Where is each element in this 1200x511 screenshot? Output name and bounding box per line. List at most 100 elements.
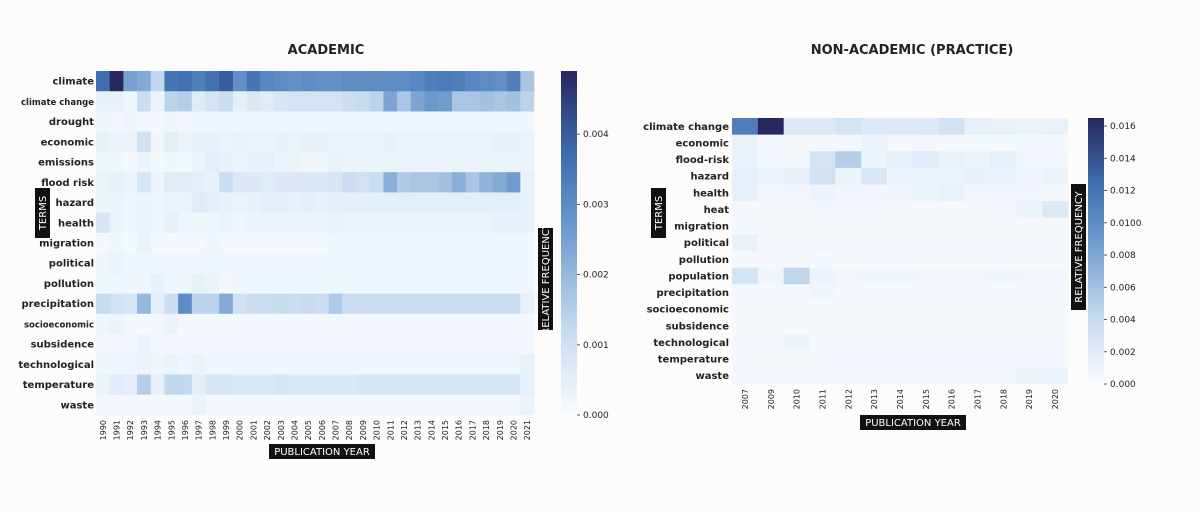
heatmap-cell	[356, 354, 371, 375]
heatmap-cell	[438, 273, 453, 294]
heatmap-cell	[861, 234, 888, 252]
heatmap-cell	[964, 300, 991, 318]
practice-heatmap: climate change economic flood-risk hazard he…	[643, 118, 1069, 409]
heatmap-cell	[424, 253, 439, 274]
heatmap-cell	[96, 111, 110, 133]
heatmap-cell	[205, 71, 220, 92]
heatmap-cell	[260, 151, 275, 173]
heatmap-cell	[1016, 134, 1043, 152]
heatmap-cell	[383, 232, 398, 254]
heatmap-cell	[1042, 317, 1069, 335]
heatmap-cell	[520, 91, 535, 112]
heatmap-cell	[757, 317, 784, 335]
heatmap-cell	[438, 172, 453, 193]
heatmap-cell	[137, 394, 152, 416]
heatmap-cell	[783, 251, 810, 268]
heatmap-cell	[369, 192, 384, 213]
heatmap-cell	[465, 313, 480, 335]
heatmap-cell	[383, 293, 398, 315]
heatmap-cell	[123, 293, 138, 315]
heatmap-cell	[438, 313, 453, 335]
academic-colorbar-label: RELATIVE FREQUENCY	[541, 222, 552, 334]
colorbar-tick-label: 0.000	[583, 411, 609, 421]
heatmap-cell	[887, 184, 914, 202]
heatmap-cell	[1042, 267, 1069, 285]
heatmap-cell	[1016, 251, 1043, 268]
academic-ylabel: TERMS	[38, 196, 49, 231]
heatmap-cell	[424, 131, 439, 153]
heatmap-cell	[342, 313, 357, 335]
heatmap-cell	[356, 172, 371, 193]
heatmap-cell	[938, 317, 965, 335]
heatmap-cell	[990, 184, 1017, 202]
heatmap-cell	[835, 334, 862, 352]
heatmap-cell	[1042, 284, 1069, 302]
heatmap-cell	[520, 71, 535, 92]
heatmap-cell	[191, 313, 206, 335]
heatmap-cell	[178, 334, 193, 355]
heatmap-cell	[273, 334, 288, 355]
heatmap-cell	[342, 111, 357, 133]
x-tick-label: 2012	[844, 389, 853, 409]
heatmap-cell	[479, 111, 494, 133]
x-tick-label: 2003	[277, 420, 286, 440]
heatmap-cell	[369, 131, 384, 153]
heatmap-cell	[150, 172, 165, 193]
heatmap-cell	[246, 151, 261, 173]
heatmap-cell	[356, 151, 371, 173]
heatmap-cell	[465, 334, 480, 355]
heatmap-cell	[287, 71, 302, 92]
heatmap-cell	[732, 167, 759, 185]
heatmap-cell	[861, 284, 888, 302]
heatmap-cell	[287, 394, 302, 416]
heatmap-cell	[861, 334, 888, 352]
heatmap-cell	[150, 394, 165, 416]
heatmap-cell	[887, 284, 914, 302]
y-tick-label: emissions	[38, 158, 94, 169]
heatmap-cell	[410, 172, 425, 193]
heatmap-cell	[492, 313, 507, 335]
heatmap-cell	[506, 172, 521, 193]
heatmap-cell	[356, 293, 371, 315]
heatmap-cell	[964, 350, 991, 368]
academic-colorbar-ticks: 0.000 0.001 0.002 0.003 0.004	[577, 130, 609, 421]
heatmap-cell	[835, 151, 862, 169]
heatmap-cell	[315, 232, 329, 254]
heatmap-cell	[123, 374, 138, 396]
x-tick-label: 1994	[154, 420, 163, 440]
heatmap-cell	[356, 253, 371, 274]
heatmap-cell	[506, 232, 521, 254]
heatmap-cell	[260, 212, 275, 234]
heatmap-cell	[835, 317, 862, 335]
y-tick-label: hazard	[55, 198, 94, 209]
heatmap-cell	[835, 184, 862, 202]
heatmap-cell	[424, 232, 439, 254]
heatmap-cell	[383, 313, 398, 335]
heatmap-cell	[383, 91, 398, 112]
heatmap-cell	[301, 273, 316, 294]
heatmap-cell	[783, 267, 810, 285]
heatmap-cell	[424, 374, 439, 396]
heatmap-cell	[383, 212, 398, 234]
heatmap-cell	[938, 251, 965, 268]
heatmap-cell	[219, 172, 234, 193]
heatmap-cell	[287, 253, 302, 274]
heatmap-cell	[520, 394, 535, 416]
y-tick-label: economic	[676, 138, 729, 149]
heatmap-cell	[438, 354, 453, 375]
heatmap-cell	[328, 253, 343, 274]
heatmap-cell	[356, 111, 371, 133]
heatmap-cell	[492, 253, 507, 274]
heatmap-cell	[964, 134, 991, 152]
heatmap-cell	[410, 273, 425, 294]
academic-colorbar-label-box	[538, 228, 553, 330]
x-tick-label: 2012	[400, 420, 409, 440]
y-tick-label: subsidence	[666, 321, 730, 332]
heatmap-cell	[835, 134, 862, 152]
heatmap-cell	[123, 273, 138, 294]
heatmap-cell	[732, 300, 759, 318]
heatmap-cell	[451, 71, 466, 92]
heatmap-cell	[232, 111, 247, 133]
heatmap-cell	[410, 313, 425, 335]
heatmap-cell	[964, 334, 991, 352]
